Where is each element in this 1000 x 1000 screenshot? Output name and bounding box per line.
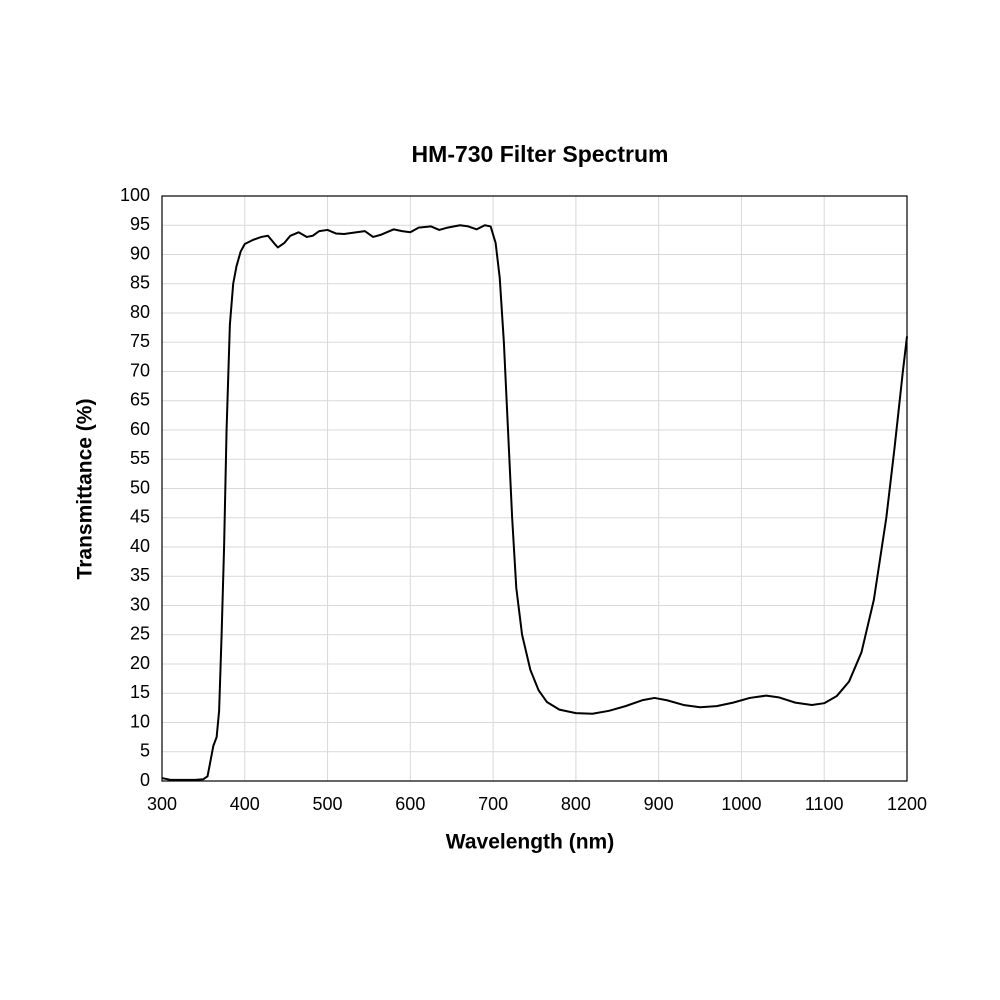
y-tick-label: 50 bbox=[130, 477, 150, 497]
y-tick-label: 55 bbox=[130, 448, 150, 468]
y-tick-label: 40 bbox=[130, 536, 150, 556]
x-tick-label: 500 bbox=[313, 794, 343, 814]
y-tick-label: 60 bbox=[130, 419, 150, 439]
y-tick-label: 10 bbox=[130, 711, 150, 731]
y-tick-label: 90 bbox=[130, 243, 150, 263]
plot-frame bbox=[161, 195, 908, 782]
x-tick-label: 400 bbox=[230, 794, 260, 814]
y-tick-label: 15 bbox=[130, 682, 150, 702]
y-tick-label: 70 bbox=[130, 360, 150, 380]
x-tick-label: 1100 bbox=[805, 794, 844, 814]
y-tick-label: 35 bbox=[130, 565, 150, 585]
x-tick-label: 1200 bbox=[887, 794, 927, 814]
y-tick-label: 30 bbox=[130, 594, 150, 614]
y-tick-label: 75 bbox=[130, 331, 150, 351]
spectrum-line bbox=[161, 224, 908, 781]
y-tick-label: 65 bbox=[130, 390, 150, 410]
x-tick-label: 600 bbox=[395, 794, 425, 814]
y-tick-label: 25 bbox=[130, 624, 150, 644]
y-tick-label: 0 bbox=[140, 770, 150, 790]
x-axis-label: Wavelength (nm) bbox=[446, 831, 614, 854]
y-tick-label: 100 bbox=[120, 185, 150, 205]
x-tick-label: 1000 bbox=[721, 794, 761, 814]
y-axis-label: Transmittance (%) bbox=[74, 399, 97, 580]
x-tick-label: 300 bbox=[147, 794, 177, 814]
y-tick-label: 85 bbox=[130, 273, 150, 293]
y-tick-label: 45 bbox=[130, 507, 150, 527]
y-tick-label: 5 bbox=[140, 741, 150, 761]
chart-title: HM-730 Filter Spectrum bbox=[412, 141, 669, 167]
y-tick-label: 80 bbox=[130, 302, 150, 322]
x-tick-label: 700 bbox=[478, 794, 508, 814]
y-tick-label: 95 bbox=[130, 214, 150, 234]
x-tick-label: 800 bbox=[561, 794, 591, 814]
x-tick-label: 900 bbox=[644, 794, 674, 814]
y-tick-label: 20 bbox=[130, 653, 150, 673]
